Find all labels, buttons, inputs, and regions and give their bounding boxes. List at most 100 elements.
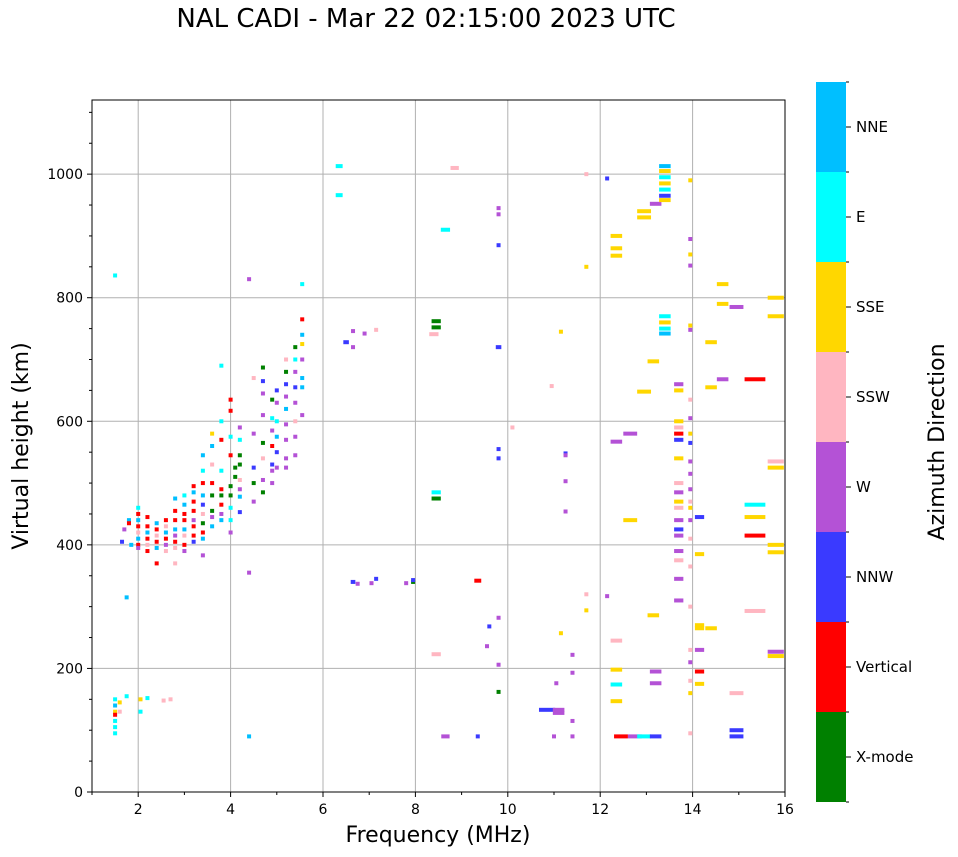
- data-point-vertical: [182, 511, 187, 516]
- data-point-w: [552, 707, 565, 712]
- data-points: [113, 164, 784, 739]
- data-point-nnw: [496, 243, 501, 248]
- data-point-w: [688, 487, 693, 492]
- data-point-w: [688, 459, 693, 464]
- data-point-nne: [126, 518, 131, 523]
- data-point-sse: [623, 518, 638, 523]
- data-point-sse: [584, 608, 589, 613]
- colorbar-segment: [816, 532, 846, 622]
- data-point-x-mode: [210, 508, 215, 513]
- data-point-ssw: [584, 592, 589, 597]
- data-point-w: [716, 377, 729, 382]
- data-point-nnw: [674, 527, 684, 532]
- data-point-ssw: [767, 459, 784, 464]
- data-point-sse: [647, 359, 660, 364]
- data-point-w: [496, 615, 501, 620]
- colorbar-segment: [816, 622, 846, 712]
- data-point-ssw: [117, 709, 122, 714]
- data-point-vertical: [219, 437, 224, 442]
- data-point-nnw: [495, 345, 502, 350]
- data-point-vertical: [173, 508, 178, 513]
- data-point-e: [744, 502, 766, 507]
- data-point-nnw: [694, 515, 705, 520]
- data-point-sse: [688, 178, 693, 183]
- data-point-w: [293, 400, 298, 405]
- data-point-x-mode: [228, 493, 233, 498]
- data-point-vertical: [219, 487, 224, 492]
- colorbar-tick-label: NNE: [856, 118, 888, 136]
- chart-title: NAL CADI - Mar 22 02:15:00 2023 UTC: [176, 4, 676, 34]
- data-point-vertical: [136, 524, 141, 529]
- data-point-ssw: [173, 561, 178, 566]
- data-point-vertical: [228, 408, 233, 413]
- data-point-w: [688, 237, 693, 242]
- data-point-e: [113, 725, 118, 730]
- data-point-w: [136, 545, 141, 550]
- data-point-w: [674, 598, 684, 603]
- data-point-vertical: [300, 317, 305, 322]
- data-point-e: [228, 505, 233, 510]
- data-point-sse: [694, 681, 705, 686]
- data-point-w: [251, 499, 256, 504]
- data-point-nnw: [200, 502, 205, 507]
- data-point-x-mode: [228, 484, 233, 489]
- data-point-vertical: [154, 539, 159, 544]
- colorbar-tick-label: E: [856, 208, 865, 226]
- data-point-w: [496, 206, 501, 211]
- data-point-w: [260, 391, 265, 396]
- data-point-w: [688, 263, 693, 268]
- data-point-w: [729, 304, 744, 309]
- data-point-e: [124, 694, 129, 699]
- data-point-nne: [124, 595, 129, 600]
- data-point-nne: [113, 703, 118, 708]
- data-point-nnw: [674, 437, 684, 442]
- data-point-ssw: [674, 425, 684, 430]
- colorbar-segment: [816, 262, 846, 352]
- data-point-nne: [154, 521, 159, 526]
- y-tick-label: 600: [56, 414, 83, 430]
- data-point-x-mode: [251, 481, 256, 486]
- data-point-ssw: [688, 647, 693, 652]
- x-tick-label: 4: [226, 802, 235, 818]
- data-point-ssw: [293, 419, 298, 424]
- data-point-nnw: [343, 340, 349, 345]
- data-point-nne: [284, 406, 289, 411]
- data-point-sse: [705, 626, 717, 631]
- data-point-e: [113, 731, 118, 736]
- data-point-ssw: [510, 425, 515, 430]
- data-point-w: [182, 549, 187, 554]
- data-point-w: [552, 734, 556, 739]
- data-point-nne: [173, 527, 178, 532]
- data-point-w: [163, 542, 168, 547]
- colorbar-segment: [816, 352, 846, 442]
- data-point-w: [605, 594, 610, 599]
- data-point-sse: [767, 314, 784, 319]
- data-point-x-mode: [260, 490, 265, 495]
- data-point-x-mode: [237, 453, 242, 458]
- data-point-nnw: [260, 379, 265, 384]
- data-point-nne: [274, 434, 279, 439]
- data-point-sse: [716, 301, 729, 306]
- data-point-vertical: [191, 508, 196, 513]
- data-point-x-mode: [260, 365, 265, 370]
- data-point-nnw: [729, 728, 744, 733]
- data-point-e: [270, 416, 275, 421]
- data-point-nnw: [120, 539, 125, 544]
- data-point-ssw: [610, 638, 623, 643]
- data-point-sse: [647, 613, 660, 618]
- data-point-ssw: [163, 524, 168, 529]
- data-point-nne: [182, 527, 187, 532]
- data-point-sse: [705, 340, 717, 345]
- data-point-w: [674, 549, 684, 554]
- data-point-ssw: [161, 698, 166, 703]
- data-point-nnw: [605, 176, 610, 181]
- data-point-w: [623, 431, 638, 436]
- data-point-nne: [659, 331, 671, 336]
- data-point-nne: [247, 734, 252, 739]
- data-point-vertical: [200, 530, 205, 535]
- data-point-nne: [163, 530, 168, 535]
- data-point-e: [659, 175, 671, 180]
- data-point-vertical: [145, 536, 150, 541]
- data-point-w: [563, 453, 568, 458]
- data-point-vertical: [191, 524, 196, 529]
